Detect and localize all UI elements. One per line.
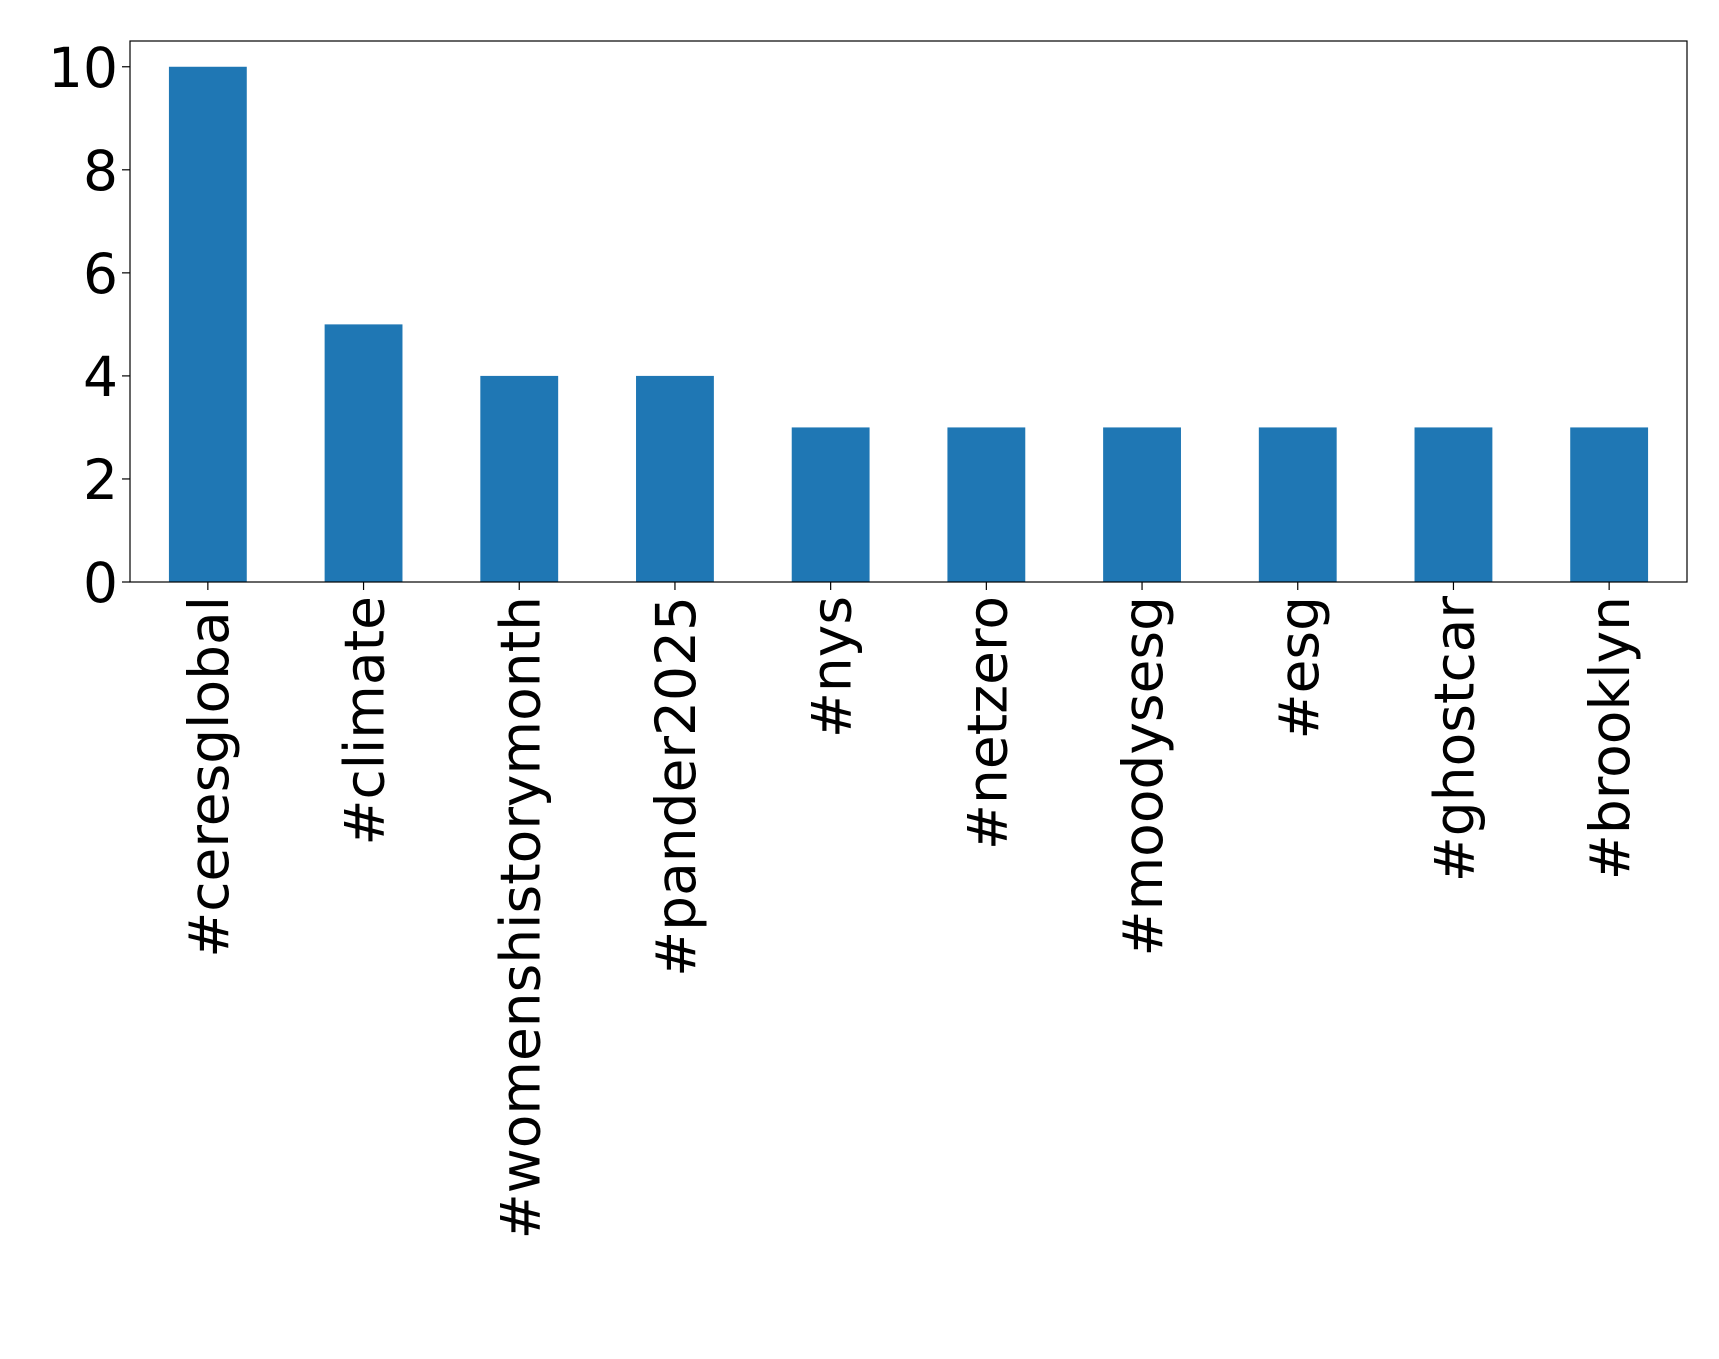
bar: [636, 375, 714, 582]
x-tick-label: #netzero: [955, 596, 1019, 850]
bar: [1103, 427, 1181, 582]
bar: [324, 324, 403, 582]
y-tick-label: 4: [83, 345, 118, 409]
x-tick-label: #esg: [1267, 596, 1331, 740]
y-tick-label: 0: [83, 551, 118, 615]
bar: [947, 427, 1026, 582]
x-tick-label: #nys: [800, 596, 864, 738]
x-tick-label: #womenshistorymonth: [488, 596, 552, 1239]
x-tick-label: #climate: [333, 596, 397, 846]
bar: [168, 66, 247, 582]
y-tick-label: 6: [83, 242, 118, 306]
x-tick-label: #brooklyn: [1578, 596, 1642, 880]
x-tick-label: #moodysesg: [1111, 596, 1175, 956]
bar: [1570, 427, 1649, 582]
y-tick-label: 10: [48, 36, 118, 100]
y-tick-label: 2: [83, 448, 118, 512]
bar: [1414, 427, 1493, 582]
x-tick-label: #ceresglobal: [177, 596, 241, 958]
bar: [480, 375, 559, 582]
x-tick-label: #pander2025: [644, 596, 708, 977]
bar: [791, 427, 870, 582]
y-tick-label: 8: [83, 139, 118, 203]
plot-frame: [129, 40, 1688, 583]
bar: [1258, 427, 1337, 582]
x-tick-label: #ghostcar: [1422, 596, 1486, 883]
